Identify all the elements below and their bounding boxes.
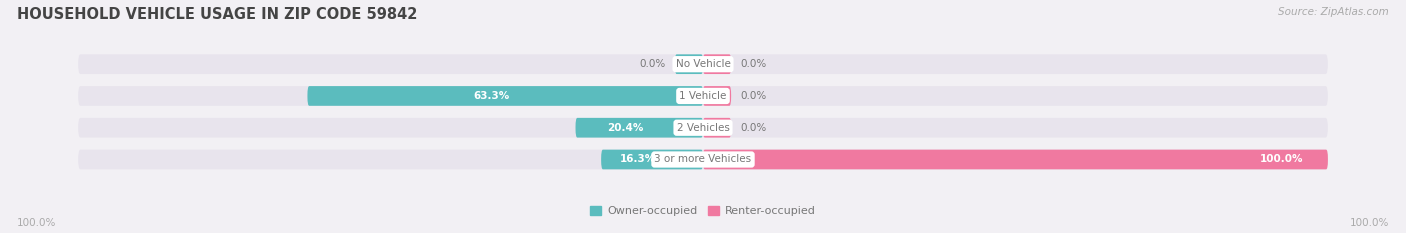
Text: 100.0%: 100.0% (17, 218, 56, 228)
Text: 100.0%: 100.0% (1260, 154, 1303, 164)
Text: 20.4%: 20.4% (607, 123, 644, 133)
FancyBboxPatch shape (308, 86, 703, 106)
Text: 0.0%: 0.0% (741, 123, 766, 133)
Legend: Owner-occupied, Renter-occupied: Owner-occupied, Renter-occupied (586, 202, 820, 221)
Text: 100.0%: 100.0% (1350, 218, 1389, 228)
FancyBboxPatch shape (703, 150, 1327, 169)
FancyBboxPatch shape (575, 118, 703, 137)
Text: 0.0%: 0.0% (741, 91, 766, 101)
FancyBboxPatch shape (79, 54, 1327, 74)
FancyBboxPatch shape (602, 150, 703, 169)
FancyBboxPatch shape (79, 118, 1327, 137)
FancyBboxPatch shape (703, 118, 731, 137)
FancyBboxPatch shape (79, 150, 1327, 169)
Text: 1 Vehicle: 1 Vehicle (679, 91, 727, 101)
FancyBboxPatch shape (703, 86, 731, 106)
Text: 2 Vehicles: 2 Vehicles (676, 123, 730, 133)
FancyBboxPatch shape (703, 54, 731, 74)
Text: No Vehicle: No Vehicle (675, 59, 731, 69)
Text: 3 or more Vehicles: 3 or more Vehicles (654, 154, 752, 164)
Text: 16.3%: 16.3% (620, 154, 657, 164)
FancyBboxPatch shape (79, 86, 1327, 106)
Text: 0.0%: 0.0% (640, 59, 665, 69)
Text: Source: ZipAtlas.com: Source: ZipAtlas.com (1278, 7, 1389, 17)
FancyBboxPatch shape (675, 54, 703, 74)
Text: HOUSEHOLD VEHICLE USAGE IN ZIP CODE 59842: HOUSEHOLD VEHICLE USAGE IN ZIP CODE 5984… (17, 7, 418, 22)
Text: 0.0%: 0.0% (741, 59, 766, 69)
Text: 63.3%: 63.3% (472, 91, 509, 101)
